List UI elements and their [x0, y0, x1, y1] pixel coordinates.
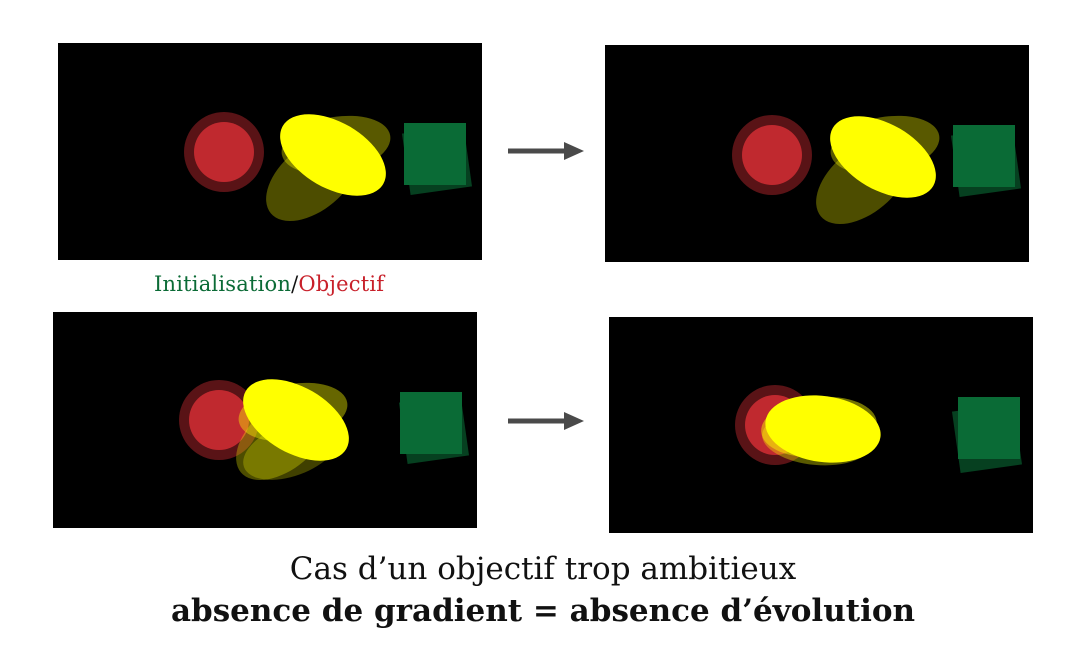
ellipse-shape — [280, 114, 386, 196]
top-left-scene — [58, 43, 482, 260]
top-right-scene — [605, 45, 1029, 262]
top-right-arrow — [508, 142, 584, 160]
bottom-right-arrow — [508, 412, 584, 430]
circle-shape — [189, 390, 249, 450]
legend-target-label: Objectif — [298, 272, 385, 296]
ellipse-shape — [765, 395, 881, 463]
square-shape — [400, 392, 462, 454]
top-left-scene-canvas — [184, 112, 473, 222]
square-shape — [404, 123, 466, 185]
square-shape — [958, 397, 1020, 459]
circle-shape — [742, 125, 802, 185]
bottom-left-scene-canvas — [179, 379, 470, 481]
bottom-left-scene — [53, 312, 477, 528]
caption-subtitle: absence de gradient = absence d’évolutio… — [170, 593, 916, 629]
legend-separator: / — [291, 272, 299, 296]
caption-title: Cas d’un objectif trop ambitieux — [289, 551, 797, 587]
ellipse-shape — [243, 379, 349, 461]
square-shape — [953, 125, 1015, 187]
circle-shape — [194, 122, 254, 182]
legend: Initialisation/Objectif — [154, 272, 384, 296]
ellipse-shape — [830, 116, 936, 198]
top-right-scene-canvas — [732, 115, 1022, 225]
bottom-right-scene — [609, 317, 1033, 533]
bottom-right-scene-canvas — [735, 385, 1023, 474]
legend-initial-label: Initialisation — [154, 272, 292, 296]
